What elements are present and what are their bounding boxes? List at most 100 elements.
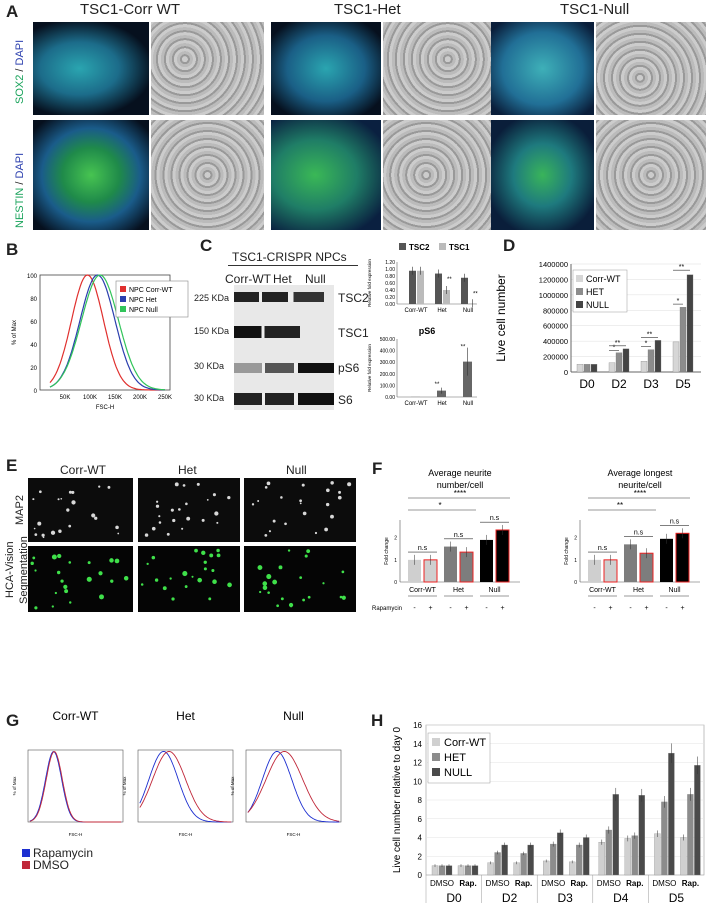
g-title-0: Corr-WT — [53, 709, 100, 723]
e-seg-cell-1-14 — [194, 548, 198, 553]
f-group-1-1: Het — [633, 587, 644, 594]
g-curve-1-0 — [139, 750, 232, 823]
b-ytick-4: 80 — [30, 297, 37, 303]
b-ytick-2: 40 — [30, 343, 37, 349]
e-row2-label-a: HCA-Vision — [4, 541, 16, 598]
e-map2-cell-0-8 — [98, 485, 101, 488]
f-sign-1-0: - — [593, 605, 596, 612]
e-map2-cell-1-6 — [158, 521, 162, 524]
c1-ytick-5: 1.00 — [385, 267, 395, 273]
b-legend-box — [115, 280, 189, 318]
h-bar-1-1 — [494, 852, 501, 876]
h-bar-2-4 — [576, 844, 583, 876]
e-seg-cell-1-8 — [216, 553, 221, 558]
e-seg-cell-2-13 — [287, 549, 291, 552]
g-curve-0-1 — [29, 751, 122, 823]
d-legend-swatch-0 — [576, 275, 583, 282]
e-map2-cell-0-17 — [32, 498, 35, 501]
panel-c-tsc-chart: TSC2 TSC1 0.000.200.400.600.801.001.20 Rela… — [367, 243, 478, 314]
d-bar-0-0 — [576, 364, 584, 373]
panel-e-micrographs — [28, 478, 356, 612]
h-bar-1-2 — [501, 844, 508, 876]
e-map2-cell-0-6 — [91, 513, 96, 518]
e-seg-bg-2 — [244, 546, 356, 612]
d-xlabel-0: D0 — [579, 377, 595, 391]
c1-xlabel-2: Null — [463, 308, 473, 314]
e-map2-cell-0-2 — [68, 490, 72, 494]
phase-het-image-1 — [383, 22, 491, 115]
b-ytick-1: 20 — [30, 366, 37, 372]
d-sig-2: * — [645, 341, 648, 348]
g-legend-dmso-swatch — [22, 861, 30, 869]
b-legend-label-2: NPC Null — [129, 307, 158, 314]
f-sign-0-0: - — [413, 605, 416, 612]
e-map2-bg-1 — [138, 478, 240, 542]
c1-bar-0-1 — [417, 270, 424, 304]
panel-letter-c: C — [200, 236, 213, 255]
f-ns-0-2: n.s — [490, 515, 500, 522]
c1-bar-1-0 — [435, 273, 442, 304]
f-group-0-1: Het — [453, 587, 464, 594]
c1-ytick-6: 1.20 — [385, 260, 395, 266]
c1-sig-1: ** — [473, 291, 478, 297]
f-bar-0-2 — [444, 546, 457, 582]
e-seg-cell-0-3 — [114, 558, 120, 564]
d-bar-3-0 — [672, 341, 680, 373]
b-xlabel: FSC-H — [96, 405, 114, 411]
e-seg-cell-1-19 — [151, 555, 156, 560]
d-bar-0-1 — [583, 364, 591, 373]
e-row1-label: MAP2 — [14, 495, 26, 525]
f-sign-0-2: - — [449, 605, 452, 612]
h-treat-2-1: Rap. — [571, 879, 588, 888]
f-title-1-b: neurite/cell — [618, 480, 662, 490]
e-map2-cell-0-19 — [71, 500, 76, 505]
panel-letter-a: A — [6, 2, 19, 21]
d-legend-swatch-2 — [576, 301, 583, 308]
e-seg-cell-1-17 — [171, 597, 175, 601]
h-ytick-7: 14 — [413, 740, 422, 749]
mw-30b: 30 KDa — [194, 393, 225, 403]
c2-ytick-3: 300.00 — [380, 360, 396, 366]
e-map2-cell-0-1 — [66, 508, 70, 512]
phase-wt-image-2 — [151, 120, 264, 230]
e-seg-cell-2-7 — [341, 595, 346, 600]
c1-legend-label-1: TSC1 — [449, 243, 470, 252]
h-bar-4-3 — [680, 837, 687, 876]
g-frame-2 — [245, 749, 342, 823]
e-seg-cell-0-11 — [60, 579, 64, 583]
e-map2-cell-2-7 — [299, 499, 302, 503]
g-ylabel-2: % of Max — [230, 776, 235, 796]
d-bar-3-1 — [679, 307, 687, 373]
d-bar-2-1 — [647, 349, 655, 373]
mw-150: 150 KDa — [194, 326, 230, 336]
e-map2-cell-1-21 — [178, 508, 181, 511]
e-map2-cell-2-14 — [266, 481, 271, 486]
d-sig-1: ** — [615, 340, 621, 347]
h-day-0: D0 — [446, 891, 462, 905]
e-map2-cell-1-13 — [214, 511, 219, 516]
f-ytick-1-2: 2 — [574, 536, 577, 542]
g-curve-0-0 — [29, 750, 122, 823]
e-seg-cell-2-17 — [288, 602, 294, 608]
h-treat-1-0: DMSO — [486, 879, 510, 888]
e-map2-cell-1-10 — [156, 500, 159, 503]
b-xtick-4: 250K — [158, 395, 172, 401]
e-map2-cell-2-21 — [326, 488, 330, 493]
g-xlabel-1: FSC-H — [179, 832, 193, 837]
c2-xlabel-1: Het — [437, 401, 447, 407]
e-seg-cell-2-2 — [262, 581, 268, 586]
c1-legend-swatch-0 — [399, 243, 406, 250]
e-seg-cell-0-0 — [69, 601, 72, 604]
d-ytick-5: 1000000 — [539, 291, 568, 300]
e-seg-cell-0-4 — [64, 589, 69, 594]
h-bar-1-4 — [520, 853, 527, 876]
e-seg-cell-0-5 — [34, 606, 38, 610]
e-map2-cell-0-7 — [68, 524, 72, 528]
h-day-4: D5 — [669, 891, 685, 905]
nestin-het-image — [271, 120, 381, 230]
f-sig-mid-0: * — [438, 501, 441, 510]
c2-xlabel-2: Null — [463, 401, 473, 407]
d-ytick-4: 800000 — [543, 306, 568, 315]
h-treat-4-1: Rap. — [682, 879, 699, 888]
e-seg-cell-1-21 — [201, 550, 206, 556]
